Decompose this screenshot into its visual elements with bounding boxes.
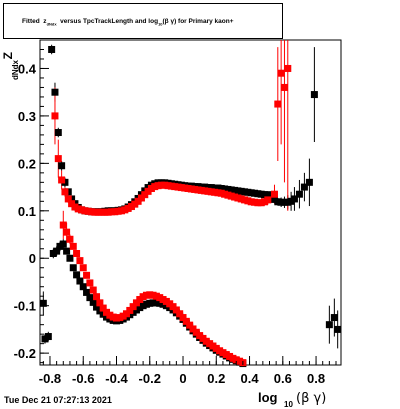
- y-tick-label: 0.1: [18, 204, 36, 219]
- data-point-red: [51, 112, 59, 120]
- data-point-black: [334, 325, 342, 333]
- markers: [39, 45, 342, 368]
- error-bars: [42, 40, 339, 349]
- data-point-black: [48, 45, 56, 53]
- y-tick-label: 0.4: [18, 61, 37, 76]
- data-point-red: [73, 250, 81, 258]
- data-point-black: [69, 264, 77, 272]
- data-point-red: [186, 321, 194, 329]
- data-point-red: [176, 310, 184, 318]
- data-point-black: [310, 91, 318, 99]
- data-point-red: [182, 317, 190, 325]
- data-point-black: [83, 288, 91, 296]
- x-tick-label: -0.6: [72, 371, 94, 386]
- svg-text:10: 10: [284, 400, 293, 409]
- data-point-black: [305, 178, 313, 186]
- data-point-red: [76, 257, 84, 265]
- data-point-black: [66, 254, 74, 262]
- data-point-black: [73, 271, 81, 279]
- data-point-red: [79, 264, 87, 272]
- chart-title: Fitted zdNdx versus TpcTrackLength and l…: [22, 18, 234, 27]
- data-point-red: [284, 64, 292, 72]
- title-box: Fitted zdNdx versus TpcTrackLength and l…: [3, 3, 283, 39]
- data-point-red: [59, 221, 67, 229]
- svg-text:(β γ): (β γ): [296, 391, 326, 406]
- data-point-black: [93, 303, 101, 311]
- data-point-red: [99, 304, 107, 312]
- data-point-red: [61, 188, 69, 196]
- svg-text:log: log: [258, 390, 278, 405]
- data-point-red: [86, 279, 94, 287]
- data-point-red: [172, 306, 180, 314]
- x-axis-title: log 10 (β γ): [258, 390, 326, 409]
- data-point-red: [83, 271, 91, 279]
- data-point-black: [86, 294, 94, 302]
- data-point-red: [64, 195, 72, 203]
- data-point-black: [58, 162, 66, 170]
- data-point-black: [51, 88, 59, 96]
- data-point-red: [93, 293, 101, 301]
- y-axis-title: Z: [1, 52, 15, 59]
- y-axis: -0.2 -0.1 0 0.1 0.2 0.3 0.4: [14, 48, 49, 364]
- x-tick-label: -0.8: [39, 371, 61, 386]
- data-point-black: [53, 247, 61, 255]
- y-tick-label: 0.3: [18, 109, 36, 124]
- data-point-black: [79, 283, 87, 291]
- data-point-black: [300, 183, 308, 191]
- data-point-red: [89, 286, 97, 294]
- data-point-black: [54, 129, 62, 137]
- data-point-red: [270, 190, 278, 198]
- data-point-black: [325, 321, 333, 329]
- data-point-red: [58, 176, 66, 184]
- data-point-black: [76, 277, 84, 285]
- data-point-red: [274, 100, 282, 108]
- data-point-red: [277, 69, 285, 77]
- data-point-red: [129, 303, 137, 311]
- x-tick-label: -0.4: [105, 371, 128, 386]
- x-tick-label: 0: [179, 371, 186, 386]
- x-tick-label: -0.2: [139, 371, 161, 386]
- y-tick-label: -0.2: [14, 346, 36, 361]
- data-point-red: [126, 306, 134, 314]
- data-point-red: [280, 83, 288, 91]
- y-tick-label: -0.1: [14, 299, 36, 314]
- data-point-black: [89, 298, 97, 306]
- data-point-red: [54, 155, 62, 163]
- data-point-red: [96, 299, 104, 307]
- data-point-red: [66, 235, 74, 243]
- data-point-black: [330, 314, 338, 322]
- data-point-black: [290, 195, 298, 203]
- x-tick-label: 0.8: [307, 371, 325, 386]
- y-tick-label: 0.2: [18, 156, 36, 171]
- data-point-black: [59, 240, 67, 248]
- data-point-red: [264, 196, 272, 204]
- date-stamp: Tue Dec 21 07:27:13 2021: [4, 395, 112, 405]
- x-axis: -0.8 -0.6 -0.4 -0.2 0 0.2 0.4 0.6 0.8: [39, 356, 337, 386]
- x-tick-label: 0.4: [240, 371, 259, 386]
- data-point-black: [39, 299, 47, 307]
- data-point-black: [295, 190, 303, 198]
- data-point-red: [179, 314, 187, 322]
- y-tick-label: 0: [29, 251, 36, 266]
- data-point-red: [69, 242, 77, 250]
- y-axis-title-sub: dNdx: [11, 59, 20, 80]
- x-tick-label: 0.6: [274, 371, 292, 386]
- plot-frame: [39, 39, 342, 366]
- x-tick-label: 0.2: [207, 371, 225, 386]
- data-point-red: [63, 228, 71, 236]
- data-point-black: [63, 247, 71, 255]
- data-point-black: [44, 333, 52, 341]
